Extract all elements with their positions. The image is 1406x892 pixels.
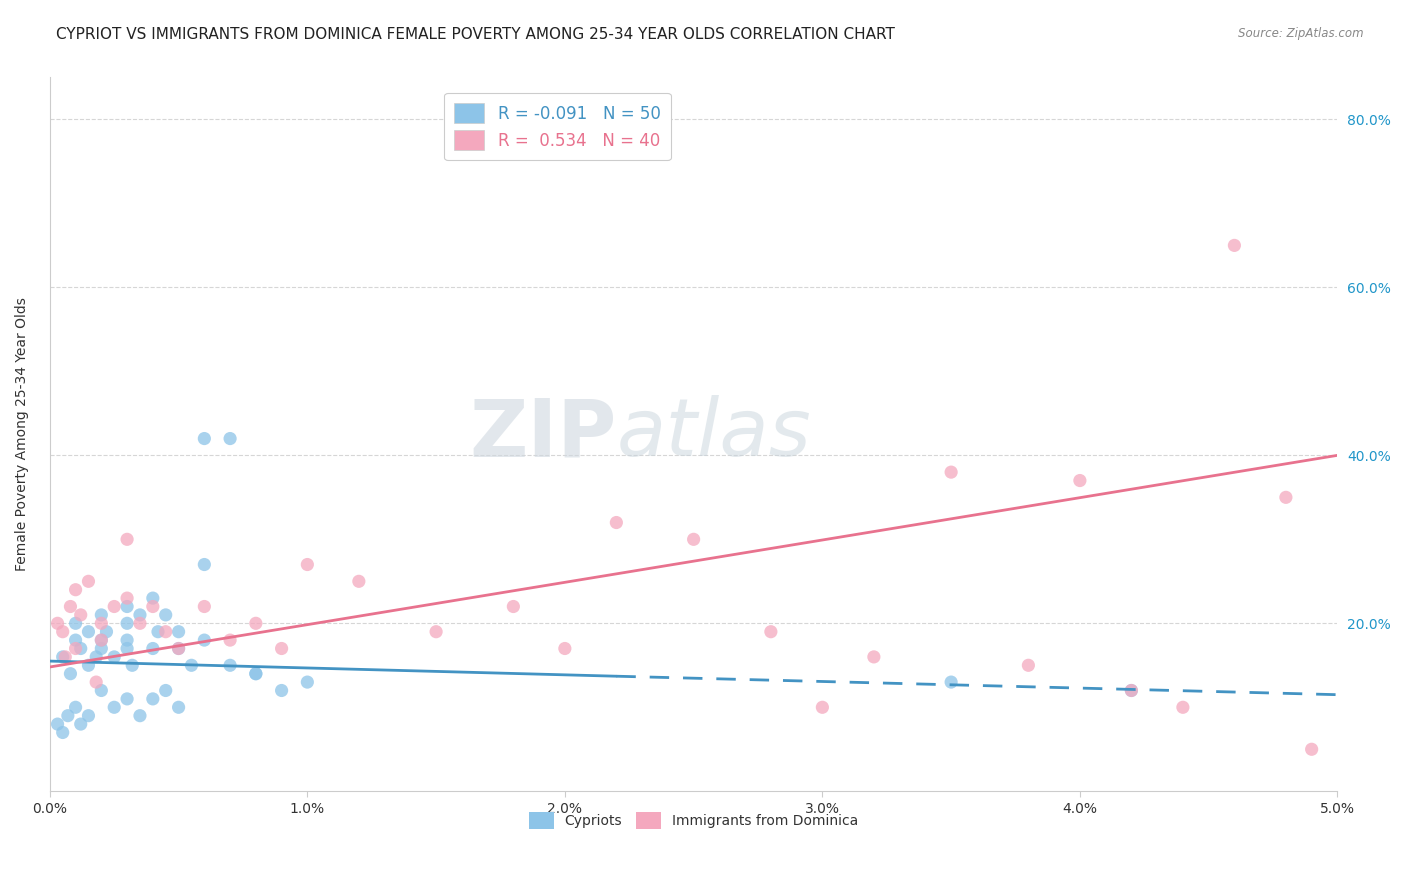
Text: CYPRIOT VS IMMIGRANTS FROM DOMINICA FEMALE POVERTY AMONG 25-34 YEAR OLDS CORRELA: CYPRIOT VS IMMIGRANTS FROM DOMINICA FEMA… xyxy=(56,27,896,42)
Point xyxy=(863,649,886,664)
Point xyxy=(52,725,75,739)
Point xyxy=(69,641,91,656)
Point xyxy=(77,574,100,589)
Y-axis label: Female Poverty Among 25-34 Year Olds: Female Poverty Among 25-34 Year Olds xyxy=(15,297,30,571)
Point xyxy=(65,582,87,597)
Point xyxy=(167,624,190,639)
Point xyxy=(142,692,165,706)
Point xyxy=(77,624,100,639)
Point xyxy=(759,624,782,639)
Point xyxy=(115,533,138,547)
Text: Source: ZipAtlas.com: Source: ZipAtlas.com xyxy=(1239,27,1364,40)
Point xyxy=(115,641,138,656)
Point xyxy=(56,708,79,723)
Point xyxy=(193,633,215,648)
Point xyxy=(811,700,834,714)
Point xyxy=(605,516,627,530)
Point xyxy=(90,607,112,622)
Point xyxy=(90,641,112,656)
Point xyxy=(115,633,138,648)
Point xyxy=(245,666,267,681)
Point xyxy=(167,641,190,656)
Point xyxy=(155,683,177,698)
Point xyxy=(142,641,165,656)
Point xyxy=(554,641,576,656)
Point xyxy=(270,641,292,656)
Point xyxy=(167,700,190,714)
Point xyxy=(77,658,100,673)
Point xyxy=(142,591,165,606)
Point xyxy=(115,692,138,706)
Point xyxy=(52,624,75,639)
Point xyxy=(52,649,75,664)
Point xyxy=(1301,742,1323,756)
Point xyxy=(1121,683,1143,698)
Point xyxy=(115,591,138,606)
Point xyxy=(103,649,125,664)
Point xyxy=(96,624,118,639)
Point xyxy=(193,599,215,614)
Point xyxy=(115,616,138,631)
Point xyxy=(219,432,242,446)
Point xyxy=(146,624,169,639)
Point xyxy=(90,633,112,648)
Point xyxy=(121,658,143,673)
Point xyxy=(69,607,91,622)
Point xyxy=(180,658,202,673)
Point xyxy=(297,558,319,572)
Point xyxy=(84,675,107,690)
Point xyxy=(297,675,319,690)
Point xyxy=(155,624,177,639)
Point xyxy=(103,599,125,614)
Point xyxy=(59,599,82,614)
Point xyxy=(939,465,962,479)
Point xyxy=(46,616,69,631)
Point xyxy=(115,599,138,614)
Point xyxy=(90,633,112,648)
Point xyxy=(65,641,87,656)
Point xyxy=(1069,474,1091,488)
Point xyxy=(46,717,69,731)
Point xyxy=(59,666,82,681)
Point xyxy=(65,633,87,648)
Point xyxy=(245,666,267,681)
Point xyxy=(425,624,447,639)
Legend: Cypriots, Immigrants from Dominica: Cypriots, Immigrants from Dominica xyxy=(523,806,865,834)
Point xyxy=(77,708,100,723)
Point xyxy=(155,607,177,622)
Point xyxy=(65,700,87,714)
Point xyxy=(219,633,242,648)
Point xyxy=(1171,700,1194,714)
Point xyxy=(53,649,76,664)
Point xyxy=(245,616,267,631)
Point xyxy=(129,708,152,723)
Point xyxy=(1121,683,1143,698)
Point xyxy=(1223,238,1246,252)
Point xyxy=(90,683,112,698)
Point xyxy=(193,558,215,572)
Point xyxy=(65,616,87,631)
Point xyxy=(347,574,370,589)
Point xyxy=(1275,491,1298,505)
Point xyxy=(129,616,152,631)
Point xyxy=(129,607,152,622)
Point xyxy=(939,675,962,690)
Point xyxy=(103,700,125,714)
Point xyxy=(270,683,292,698)
Text: ZIP: ZIP xyxy=(470,395,616,474)
Point xyxy=(1017,658,1039,673)
Point xyxy=(682,533,704,547)
Point xyxy=(69,717,91,731)
Point xyxy=(84,649,107,664)
Point xyxy=(90,616,112,631)
Text: atlas: atlas xyxy=(616,395,811,474)
Point xyxy=(502,599,524,614)
Point xyxy=(193,432,215,446)
Point xyxy=(219,658,242,673)
Point xyxy=(167,641,190,656)
Point xyxy=(142,599,165,614)
